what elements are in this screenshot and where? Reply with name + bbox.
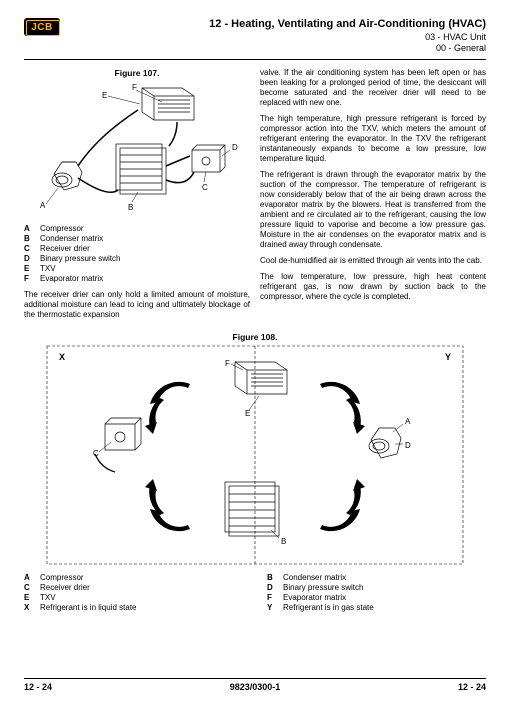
legend-row: CReceiver drier (24, 244, 250, 254)
legend-row: ETXV (24, 264, 250, 274)
legend-row: YRefrigerant is in gas state (267, 603, 486, 613)
paragraph: valve. If the air conditioning system ha… (260, 68, 486, 108)
svg-text:B: B (281, 537, 286, 546)
paragraph: The receiver drier can only hold a limit… (24, 290, 250, 320)
right-column: valve. If the air conditioning system ha… (260, 68, 486, 326)
fig107-label-b: B (128, 203, 133, 212)
section-title: 12 - Heating, Ventilating and Air-Condit… (209, 18, 486, 30)
paragraph: The refrigerant is drawn through the eva… (260, 170, 486, 250)
svg-text:D: D (405, 441, 411, 450)
legend-row: DBinary pressure switch (267, 583, 486, 593)
fig107-label-f: F (132, 83, 137, 92)
svg-text:X: X (59, 352, 65, 362)
paragraph: The low temperature, low pressure, high … (260, 272, 486, 302)
svg-text:A: A (405, 417, 411, 426)
header-text-block: 12 - Heating, Ventilating and Air-Condit… (209, 18, 486, 55)
paragraph: Cool de-humidified air is emitted throug… (260, 256, 486, 266)
paragraph: The high temperature, high pressure refr… (260, 114, 486, 164)
legend-row: FEvaporator matrix (24, 274, 250, 284)
legend-row: CReceiver drier (24, 583, 243, 593)
figure-107-caption: Figure 107. (24, 68, 250, 78)
legend-row: ACompressor (24, 224, 250, 234)
fig107-label-e: E (102, 91, 107, 100)
figure-108: X Y F E C (45, 344, 465, 569)
logo: JCB (24, 18, 60, 36)
svg-text:Y: Y (445, 352, 451, 362)
legend-row: ETXV (24, 593, 243, 603)
fig107-label-d: D (232, 143, 238, 152)
footer-left: 12 - 24 (24, 682, 52, 692)
logo-text: JCB (31, 22, 53, 33)
page-footer: 12 - 24 9823/0300-1 12 - 24 (24, 678, 486, 692)
legend-row: DBinary pressure switch (24, 254, 250, 264)
legend-col-right: BCondenser matrix DBinary pressure switc… (267, 573, 486, 613)
legend-row: FEvaporator matrix (267, 593, 486, 603)
legend-row: ACompressor (24, 573, 243, 583)
fig107-label-c: C (202, 183, 208, 192)
figure-108-caption: Figure 108. (24, 332, 486, 342)
legend-row: BCondenser matrix (24, 234, 250, 244)
svg-text:C: C (93, 449, 99, 458)
section-sub1: 03 - HVAC Unit (209, 32, 486, 43)
svg-text:E: E (245, 409, 250, 418)
figure-107: E F A B C D (32, 80, 242, 220)
footer-center: 9823/0300-1 (230, 682, 281, 692)
left-column: Figure 107. (24, 68, 250, 326)
section-sub2: 00 - General (209, 43, 486, 54)
legend-row: BCondenser matrix (267, 573, 486, 583)
legend-col-left: ACompressor CReceiver drier ETXV XRefrig… (24, 573, 243, 613)
two-column-content: Figure 107. (24, 68, 486, 326)
figure-108-legend: ACompressor CReceiver drier ETXV XRefrig… (24, 573, 486, 613)
figure-108-section: Figure 108. X Y F E (24, 332, 486, 613)
legend-row: XRefrigerant is in liquid state (24, 603, 243, 613)
figure-107-legend: ACompressor BCondenser matrix CReceiver … (24, 224, 250, 284)
svg-text:F: F (225, 359, 230, 368)
page-header: JCB 12 - Heating, Ventilating and Air-Co… (24, 18, 486, 60)
footer-right: 12 - 24 (458, 682, 486, 692)
fig107-label-a: A (40, 201, 46, 210)
